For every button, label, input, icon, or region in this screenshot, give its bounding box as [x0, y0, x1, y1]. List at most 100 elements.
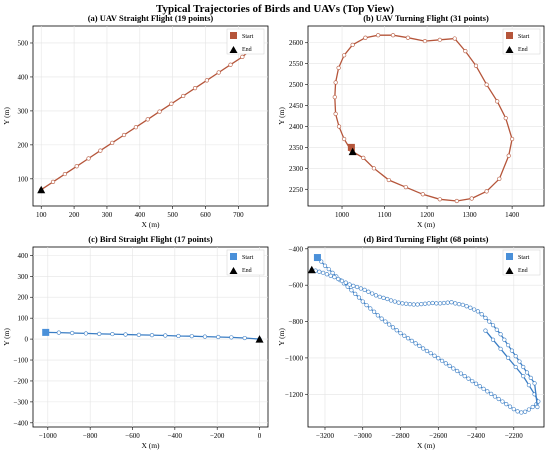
chart-title: (a) UAV Straight Flight (19 points) [88, 13, 214, 23]
data-point [449, 300, 454, 305]
data-point [526, 383, 531, 388]
data-point [437, 197, 442, 202]
data-point [56, 330, 61, 335]
data-point [321, 270, 326, 275]
data-point [388, 298, 394, 303]
data-point [387, 322, 392, 327]
data-point [477, 384, 482, 389]
data-point [496, 396, 501, 402]
y-tick-label: −1200 [285, 391, 303, 399]
x-tick-label: −600 [125, 432, 140, 440]
x-tick-label: 1300 [463, 211, 478, 219]
data-point [404, 301, 409, 306]
x-tick-label: −2400 [467, 432, 485, 440]
data-point [513, 353, 518, 359]
data-point [454, 198, 459, 204]
data-point [386, 177, 391, 183]
y-tick-label: −400 [14, 419, 29, 427]
data-point [473, 63, 479, 68]
x-tick-label: 100 [36, 211, 47, 219]
data-point [430, 300, 435, 306]
data-point [383, 319, 388, 324]
x-axis-label: X (m) [141, 441, 160, 450]
plot-area [307, 246, 545, 428]
data-point [426, 301, 431, 306]
data-point [228, 62, 233, 67]
data-point [364, 303, 369, 308]
legend-start-label: Start [242, 255, 254, 261]
x-axis-label: X (m) [141, 220, 160, 229]
data-point [405, 35, 411, 40]
data-point [136, 332, 141, 338]
data-point [507, 404, 513, 409]
y-tick-label: 2550 [289, 60, 304, 68]
legend-start-swatch [230, 253, 237, 260]
data-point [424, 348, 430, 354]
data-point [509, 348, 515, 353]
data-point [451, 366, 456, 371]
series-line [334, 34, 513, 202]
data-point [492, 394, 498, 399]
y-tick-label: −200 [14, 377, 29, 385]
data-point [229, 335, 234, 340]
x-tick-label: −2600 [429, 432, 447, 440]
data-point [377, 294, 382, 299]
data-point [339, 278, 345, 283]
data-point [189, 334, 194, 339]
data-point [157, 109, 162, 114]
data-point [407, 301, 413, 307]
data-point [149, 333, 155, 338]
data-point [528, 375, 533, 381]
x-tick-label: 1000 [335, 211, 350, 219]
x-tick-label: 500 [167, 211, 178, 219]
data-point [453, 301, 458, 306]
data-point [336, 276, 341, 282]
y-tick-label: 2450 [289, 102, 304, 110]
x-tick-label: 1400 [505, 211, 520, 219]
data-point [330, 270, 335, 275]
data-point [202, 334, 208, 339]
data-point [133, 125, 138, 130]
data-point [470, 379, 475, 384]
y-tick-label: 2500 [289, 81, 304, 89]
x-tick-label: −2200 [505, 432, 523, 440]
data-point [437, 37, 442, 42]
data-point [356, 295, 362, 300]
data-point [523, 409, 528, 414]
legend-end-swatch [229, 46, 238, 53]
data-point [358, 286, 363, 291]
y-tick-label: 500 [18, 39, 29, 47]
data-point [497, 176, 502, 181]
x-tick-label: 700 [233, 211, 244, 219]
data-point [192, 86, 198, 91]
data-point [487, 319, 492, 324]
x-tick-label: −2800 [392, 432, 410, 440]
x-tick-label: 1200 [420, 211, 435, 219]
data-point [452, 36, 457, 41]
end-marker [307, 265, 316, 274]
data-point [366, 289, 371, 294]
data-point [434, 301, 439, 306]
data-point [176, 333, 181, 339]
data-point [468, 305, 473, 310]
y-tick-label: 300 [18, 273, 29, 281]
data-point [373, 293, 379, 298]
chart-title: (b) UAV Turning Flight (31 points) [363, 13, 489, 23]
data-point [368, 306, 373, 311]
data-point [97, 331, 102, 336]
data-point [481, 386, 486, 391]
data-point [163, 333, 168, 338]
chart-title: (c) Bird Straight Flight (17 points) [88, 234, 213, 244]
data-point [458, 371, 464, 376]
data-point [145, 117, 150, 122]
x-tick-label: −400 [168, 432, 183, 440]
data-point [502, 337, 507, 342]
data-point [354, 284, 360, 290]
data-point [473, 381, 479, 386]
data-point [489, 391, 494, 397]
y-axis-label: Y (m) [277, 107, 286, 125]
data-point [526, 407, 531, 412]
data-point [500, 399, 505, 404]
y-tick-label: −100 [14, 357, 29, 365]
data-point [328, 273, 333, 278]
